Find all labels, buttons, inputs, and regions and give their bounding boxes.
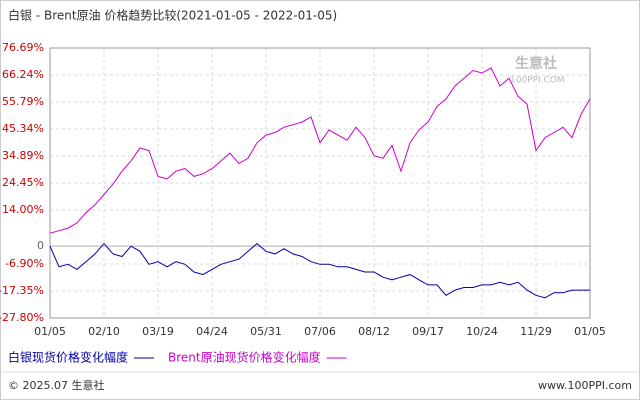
- x-tick-label: 09/17: [412, 325, 444, 338]
- y-tick-label: 0: [37, 239, 44, 252]
- x-tick-label: 10/24: [466, 325, 498, 338]
- y-tick-label: 55.79%: [2, 95, 44, 108]
- y-tick-label: 76.69%: [2, 41, 44, 54]
- footer-left: © 2025.07 生意社: [8, 378, 104, 392]
- legend-label: 白银现货价格变化幅度: [8, 350, 128, 365]
- series-line: [49, 67, 591, 234]
- watermark: 100PPI.COM: [510, 76, 565, 86]
- y-tick-label: 14.00%: [2, 203, 44, 216]
- plot-border: [49, 47, 591, 319]
- y-tick-label: 34.89%: [2, 149, 44, 162]
- footer-right: www.100PPI.com: [538, 379, 632, 392]
- x-tick-label: 04/24: [196, 325, 228, 338]
- y-tick-label: 24.45%: [2, 176, 44, 189]
- legend-label: Brent原油现货价格变化幅度: [168, 350, 321, 365]
- watermark: 生意社: [515, 55, 557, 72]
- chart-title: 白银 - Brent原油 价格趋势比较(2021-01-05 - 2022-01…: [8, 8, 337, 23]
- y-tick-label: -27.80%: [0, 311, 44, 324]
- y-tick-label: -6.90%: [5, 257, 44, 270]
- x-tick-label: 07/06: [304, 325, 336, 338]
- x-tick-label: 05/31: [250, 325, 282, 338]
- x-tick-label: 02/10: [88, 325, 120, 338]
- y-tick-label: -17.35%: [0, 284, 44, 297]
- x-tick-label: 01/05: [34, 325, 66, 338]
- x-tick-label: 01/05: [574, 325, 606, 338]
- x-tick-label: 11/29: [520, 325, 552, 338]
- y-tick-label: 45.34%: [2, 122, 44, 135]
- y-tick-label: 66.24%: [2, 68, 44, 81]
- x-tick-label: 08/12: [358, 325, 390, 338]
- x-tick-label: 03/19: [142, 325, 174, 338]
- series-line: [49, 242, 590, 299]
